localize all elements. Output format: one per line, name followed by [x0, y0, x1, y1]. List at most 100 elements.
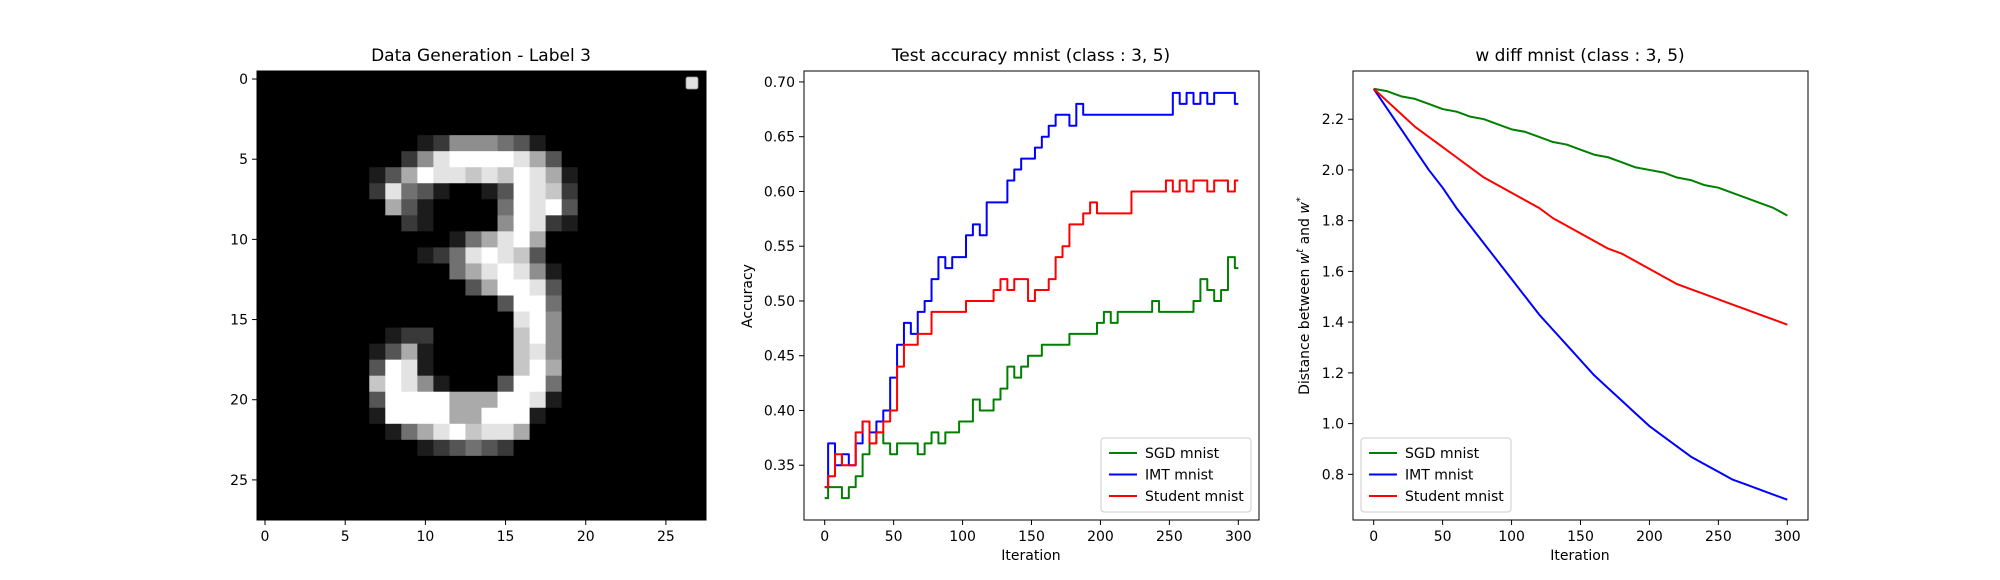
- pixel-cell: [273, 231, 290, 248]
- pixel-cell: [433, 407, 450, 425]
- pixel-cell: [433, 135, 450, 152]
- pixel-cell: [689, 87, 707, 104]
- pixel-cell: [289, 119, 306, 136]
- pixel-cell: [401, 327, 418, 345]
- pixel-cell: [657, 439, 675, 457]
- pixel-cell: [369, 151, 386, 168]
- pixel-cell: [481, 279, 498, 296]
- x-tick-label: 100: [1498, 529, 1525, 545]
- pixel-cell: [625, 391, 643, 409]
- pixel-cell: [545, 423, 563, 441]
- pixel-cell: [513, 455, 531, 473]
- pixel-cell: [337, 119, 354, 136]
- pixel-cell: [641, 71, 659, 88]
- pixel-cell: [321, 375, 338, 393]
- pixel-cell: [465, 487, 482, 505]
- pixel-cell: [289, 343, 306, 361]
- pixel-cell: [465, 439, 482, 457]
- series-line-student-mnist: [824, 179, 1239, 489]
- pixel-cell: [385, 263, 402, 280]
- wdiff-y-ticks: 0.8 1.0 1.2 1.4 1.6 1.8 2.0 2.2: [1322, 112, 1353, 483]
- x-tick-label: 150: [1018, 529, 1045, 545]
- x-tick-label: 100: [949, 529, 976, 545]
- pixel-cell: [273, 215, 290, 232]
- pixel-cell: [337, 231, 354, 248]
- pixel-cell: [289, 167, 306, 184]
- pixel-cell: [561, 263, 579, 280]
- pixel-cell: [417, 407, 434, 425]
- pixel-cell: [257, 311, 274, 328]
- pixel-cell: [593, 439, 611, 457]
- pixel-cell: [593, 471, 611, 489]
- pixel-cell: [513, 439, 531, 457]
- pixel-cell: [369, 183, 386, 200]
- y-tick-label: 1.6: [1322, 264, 1344, 280]
- pixel-cell: [593, 343, 611, 361]
- pixel-cell: [465, 103, 482, 120]
- pixel-cell: [689, 167, 707, 184]
- pixel-cell: [433, 343, 450, 361]
- pixel-cell: [529, 327, 547, 345]
- pixel-cell: [369, 87, 386, 104]
- pixel-cell: [417, 183, 434, 200]
- pixel-cell: [417, 279, 434, 296]
- pixel-cell: [465, 279, 482, 296]
- pixel-cell: [529, 279, 547, 296]
- pixel-cell: [609, 103, 627, 120]
- pixel-cell: [369, 311, 386, 328]
- pixel-cell: [625, 471, 643, 489]
- pixel-cell: [257, 407, 274, 425]
- pixel-cell: [529, 231, 547, 248]
- pixel-cell: [449, 279, 466, 296]
- pixel-cell: [369, 295, 386, 312]
- pixel-cell: [369, 439, 386, 457]
- pixel-cell: [641, 407, 659, 425]
- pixel-cell: [545, 311, 563, 328]
- pixel-cell: [561, 503, 579, 521]
- pixel-cell: [305, 119, 322, 136]
- pixel-cell: [689, 327, 707, 345]
- accuracy-series-lines: [824, 91, 1239, 500]
- pixel-cell: [689, 343, 707, 361]
- pixel-cell: [561, 199, 579, 216]
- pixel-cell: [545, 407, 563, 425]
- pixel-cell: [657, 455, 675, 473]
- pixel-cell: [545, 199, 563, 216]
- pixel-cell: [433, 119, 450, 136]
- pixel-cell: [673, 503, 691, 521]
- wdiff-y-label-var-1: w: [1297, 252, 1313, 264]
- wdiff-x-label: Iteration: [1550, 548, 1609, 564]
- pixel-cell: [657, 87, 675, 104]
- pixel-cell: [385, 391, 402, 409]
- pixel-cell: [657, 327, 675, 345]
- pixel-cell: [321, 295, 338, 312]
- pixel-cell: [417, 471, 434, 489]
- pixel-cell: [689, 439, 707, 457]
- pixel-cell: [449, 439, 466, 457]
- pixel-cell: [401, 375, 418, 393]
- pixel-cell: [593, 167, 611, 184]
- pixel-cell: [385, 199, 402, 216]
- pixel-cell: [609, 423, 627, 441]
- pixel-cell: [545, 359, 563, 377]
- y-tick-label: 10: [230, 232, 248, 248]
- pixel-cell: [433, 487, 450, 505]
- pixel-cell: [545, 183, 563, 200]
- empty-legend-box: [685, 76, 699, 90]
- x-tick-label: 50: [885, 529, 903, 545]
- x-tick-label: 150: [1567, 529, 1594, 545]
- pixel-cell: [545, 167, 563, 184]
- pixel-cell: [481, 455, 498, 473]
- wdiff-y-label-prefix: Distance between: [1297, 264, 1313, 395]
- pixel-cell: [353, 487, 370, 505]
- pixel-cell: [353, 87, 370, 104]
- pixel-cell: [289, 87, 306, 104]
- pixel-cell: [257, 503, 274, 521]
- pixel-cell: [625, 295, 643, 312]
- pixel-cell: [401, 103, 418, 120]
- pixel-cell: [385, 439, 402, 457]
- pixel-cell: [417, 359, 434, 377]
- pixel-cell: [673, 103, 691, 120]
- pixel-cell: [529, 423, 547, 441]
